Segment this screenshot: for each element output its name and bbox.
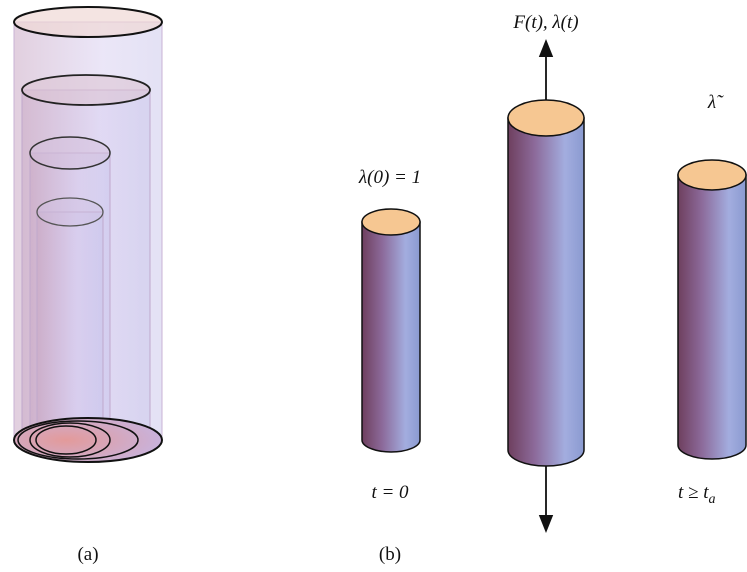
cylinder-body bbox=[677, 174, 747, 460]
cylinder bbox=[677, 159, 747, 460]
cylinder-top bbox=[677, 159, 747, 191]
cylinder-body bbox=[507, 117, 585, 467]
cylinder-label: λ(0) = 1 bbox=[358, 167, 421, 188]
top-ellipse bbox=[36, 197, 104, 227]
cylinder-label: t = 0 bbox=[371, 482, 409, 503]
cylinder bbox=[361, 208, 421, 453]
base-ellipse bbox=[17, 420, 139, 460]
base-ellipse bbox=[29, 422, 111, 458]
panel-label: (a) bbox=[77, 544, 98, 565]
top-ellipse bbox=[29, 136, 111, 170]
top-ellipse bbox=[21, 74, 151, 106]
base-ellipse bbox=[35, 425, 97, 455]
cylinder-body bbox=[361, 221, 421, 453]
cylinder-label: λ̃ bbox=[707, 92, 724, 113]
label-subscript: a bbox=[709, 492, 716, 507]
top-ellipse bbox=[13, 6, 163, 38]
cylinder bbox=[507, 39, 585, 533]
panel-label: (b) bbox=[379, 544, 401, 565]
cylinder-top bbox=[507, 99, 585, 137]
cylinder-label: F(t), λ(t) bbox=[512, 12, 578, 33]
panel-a-cylinders bbox=[13, 6, 163, 463]
base-ellipse bbox=[13, 417, 163, 463]
cylinder-label: t ≥ ta bbox=[678, 482, 716, 507]
label-text: t ≥ t bbox=[678, 482, 709, 503]
cylinder-top bbox=[361, 208, 421, 236]
